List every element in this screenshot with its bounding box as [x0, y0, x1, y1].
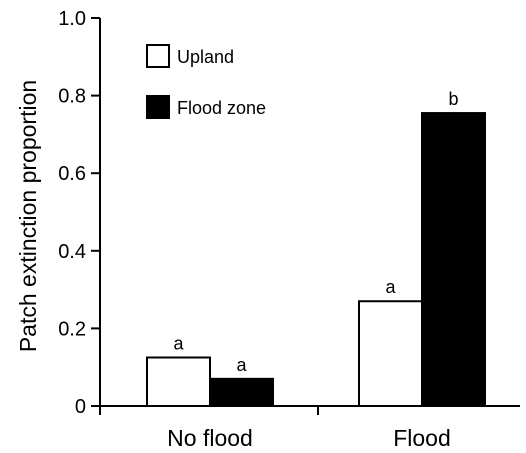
y-axis: 0 0.2 0.4 0.6 0.8 1.0	[58, 8, 101, 418]
x-category-label: No flood	[167, 425, 253, 451]
legend-item-flood-zone: Flood zone	[146, 95, 266, 119]
bar-upland-no-flood	[146, 356, 211, 407]
x-axis: No flood Flood	[99, 405, 520, 451]
legend-label: Flood zone	[177, 98, 266, 118]
significance-label: a	[173, 334, 184, 354]
legend-label: Upland	[177, 47, 234, 67]
y-tick-label: 0.6	[58, 163, 86, 185]
bars	[146, 112, 486, 407]
bar-upland-flood	[358, 300, 423, 407]
significance-label: a	[385, 277, 396, 297]
significance-labels: a a a b	[173, 89, 458, 375]
y-tick-label: 0	[75, 396, 86, 418]
bar-flood-zone-flood	[421, 112, 486, 407]
y-axis-title: Patch extinction proportion	[15, 80, 41, 352]
legend-item-upland: Upland	[146, 44, 234, 68]
y-tick-label: 0.2	[58, 318, 86, 340]
legend-swatch	[146, 95, 170, 119]
y-tick-label: 1.0	[58, 8, 86, 30]
significance-label: a	[236, 355, 247, 375]
y-tick-label: 0.4	[58, 241, 86, 263]
y-tick-label: 0.8	[58, 86, 86, 108]
bar-flood-zone-no-flood	[209, 377, 274, 407]
legend: Upland Flood zone	[146, 44, 266, 119]
significance-label: b	[448, 89, 458, 109]
legend-swatch	[146, 44, 170, 68]
x-category-label: Flood	[393, 425, 451, 451]
